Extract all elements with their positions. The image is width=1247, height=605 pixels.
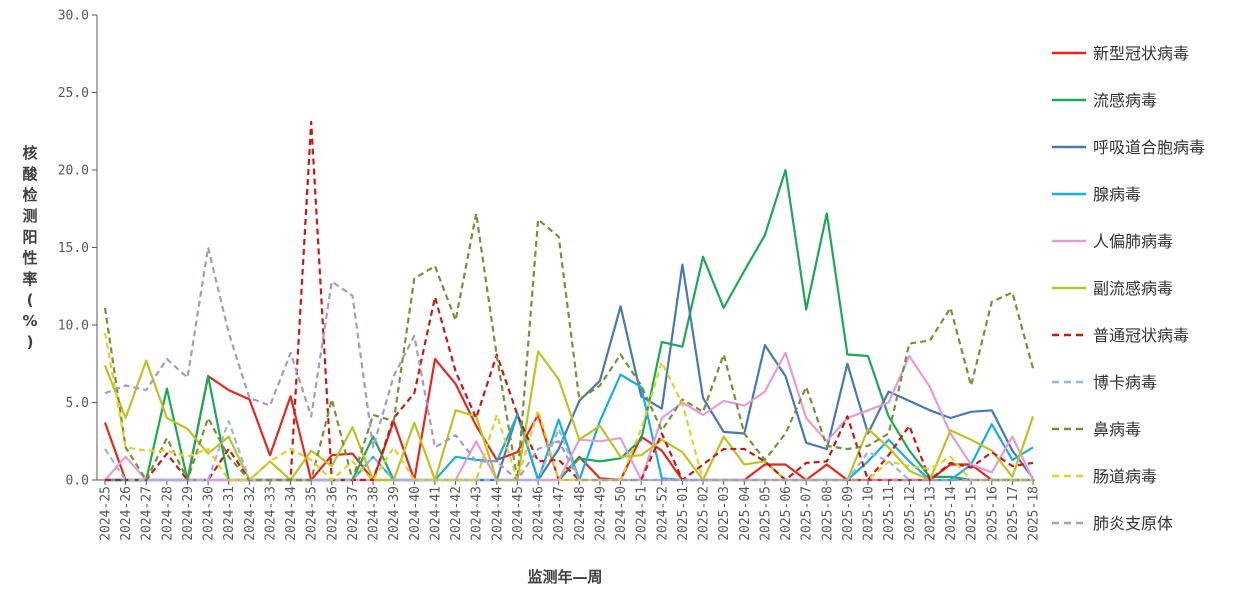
x-tick-label: 2024-33 bbox=[263, 486, 278, 541]
x-axis-title: 监测年—周 bbox=[527, 568, 602, 586]
x-tick-label: 2024-47 bbox=[552, 486, 567, 541]
y-tick-label: 15.0 bbox=[58, 241, 89, 256]
y-tick-label: 25.0 bbox=[58, 86, 89, 101]
legend-label: 腺病毒 bbox=[1093, 185, 1141, 204]
legend-label: 肠道病毒 bbox=[1093, 467, 1157, 486]
x-tick-label: 2025-07 bbox=[800, 486, 815, 541]
y-axis-title-char: 率 bbox=[22, 270, 37, 288]
legend: 新型冠状病毒流感病毒呼吸道合胞病毒腺病毒人偏肺病毒副流感病毒普通冠状病毒博卡病毒… bbox=[1052, 44, 1205, 533]
x-tick-label: 2024-48 bbox=[573, 486, 588, 541]
x-tick-label: 2024-32 bbox=[243, 486, 258, 541]
x-tick-label: 2024-35 bbox=[305, 486, 320, 541]
x-tick-label: 2024-39 bbox=[387, 486, 402, 541]
x-tick-label: 2025-05 bbox=[758, 486, 773, 541]
x-tick-label: 2024-28 bbox=[160, 486, 175, 541]
x-tick-label: 2024-52 bbox=[655, 486, 670, 541]
x-tick-label: 2024-36 bbox=[325, 486, 340, 541]
series-line bbox=[103, 332, 1033, 482]
legend-label: 鼻病毒 bbox=[1093, 420, 1141, 439]
y-axis-title-char: ) bbox=[27, 333, 34, 351]
y-tick-label: 20.0 bbox=[58, 164, 89, 179]
x-tick-label: 2024-37 bbox=[346, 486, 361, 541]
x-tick-label: 2025-01 bbox=[676, 486, 691, 541]
y-axis-title-char: 酸 bbox=[22, 165, 38, 183]
x-tick-label: 2025-03 bbox=[717, 486, 732, 541]
x-tick-label: 2024-26 bbox=[119, 486, 134, 541]
x-tick-label: 2025-08 bbox=[820, 486, 835, 541]
x-tick-label: 2025-14 bbox=[944, 486, 959, 541]
x-tick-label: 2024-46 bbox=[532, 486, 547, 541]
x-tick-label: 2024-51 bbox=[635, 486, 650, 541]
x-tick-label: 2025-06 bbox=[779, 486, 794, 541]
x-tick-label: 2024-30 bbox=[202, 486, 217, 541]
legend-label: 人偏肺病毒 bbox=[1093, 232, 1173, 251]
legend-label: 新型冠状病毒 bbox=[1093, 44, 1189, 63]
y-axis-title-char: ( bbox=[27, 291, 34, 309]
x-tick-label: 2024-38 bbox=[367, 486, 382, 541]
y-tick-label: 0.0 bbox=[66, 474, 89, 489]
series-line bbox=[104, 246, 1033, 482]
x-tick-label: 2025-04 bbox=[738, 486, 753, 541]
y-axis-title-char: % bbox=[22, 312, 37, 330]
y-axis-title-char: 检 bbox=[22, 186, 37, 204]
legend-label: 副流感病毒 bbox=[1093, 279, 1173, 298]
legend-label: 流感病毒 bbox=[1093, 91, 1157, 110]
y-axis-title-char: 阳 bbox=[22, 228, 37, 246]
x-tick-label: 2024-31 bbox=[222, 486, 237, 541]
x-tick-label: 2025-16 bbox=[985, 486, 1000, 541]
x-tick-label: 2025-11 bbox=[882, 486, 897, 541]
x-tick-label: 2024-40 bbox=[408, 486, 423, 541]
x-tick-label: 2025-17 bbox=[1006, 486, 1021, 541]
series-lines bbox=[103, 120, 1035, 482]
series-line bbox=[103, 212, 1035, 482]
axes: 0.0 5.0 10.0 15.0 20.0 25.0 30.0 2024-25 2024-26… bbox=[58, 9, 1042, 541]
x-tick-label: 2024-41 bbox=[428, 486, 443, 541]
x-tick-label: 2024-45 bbox=[511, 486, 526, 541]
y-tick-label: 10.0 bbox=[58, 319, 89, 334]
x-tick-label: 2024-44 bbox=[490, 486, 505, 541]
x-tick-label: 2024-49 bbox=[593, 486, 608, 541]
x-tick-label: 2024-42 bbox=[449, 486, 464, 541]
x-tick-label: 2024-29 bbox=[181, 486, 196, 541]
x-tick-label: 2025-10 bbox=[862, 486, 877, 541]
y-axis-title-char: 性 bbox=[22, 249, 37, 267]
y-tick-label: 30.0 bbox=[58, 9, 89, 24]
y-tick-label: 5.0 bbox=[66, 396, 89, 411]
x-tick-label: 2024-43 bbox=[470, 486, 485, 541]
legend-label: 博卡病毒 bbox=[1093, 373, 1157, 392]
x-tick-label: 2024-34 bbox=[284, 486, 299, 541]
x-tick-label: 2025-15 bbox=[965, 486, 980, 541]
x-tick-label: 2025-12 bbox=[903, 486, 918, 541]
legend-label: 普通冠状病毒 bbox=[1093, 326, 1189, 345]
legend-label: 呼吸道合胞病毒 bbox=[1093, 138, 1205, 157]
x-tick-label: 2024-25 bbox=[99, 486, 114, 541]
y-axis-title-char: 测 bbox=[22, 207, 37, 225]
x-tick-label: 2025-09 bbox=[841, 486, 856, 541]
x-tick-label: 2024-27 bbox=[140, 486, 155, 541]
x-tick-label: 2024-50 bbox=[614, 486, 629, 541]
legend-label: 肺炎支原体 bbox=[1093, 514, 1173, 533]
y-axis-title: 核酸检测阳性率 (%) bbox=[22, 144, 38, 351]
x-tick-label: 2025-13 bbox=[923, 486, 938, 541]
y-axis-title-char: 核 bbox=[22, 144, 37, 162]
x-tick-label: 2025-18 bbox=[1027, 486, 1042, 541]
x-tick-label: 2025-02 bbox=[697, 486, 712, 541]
